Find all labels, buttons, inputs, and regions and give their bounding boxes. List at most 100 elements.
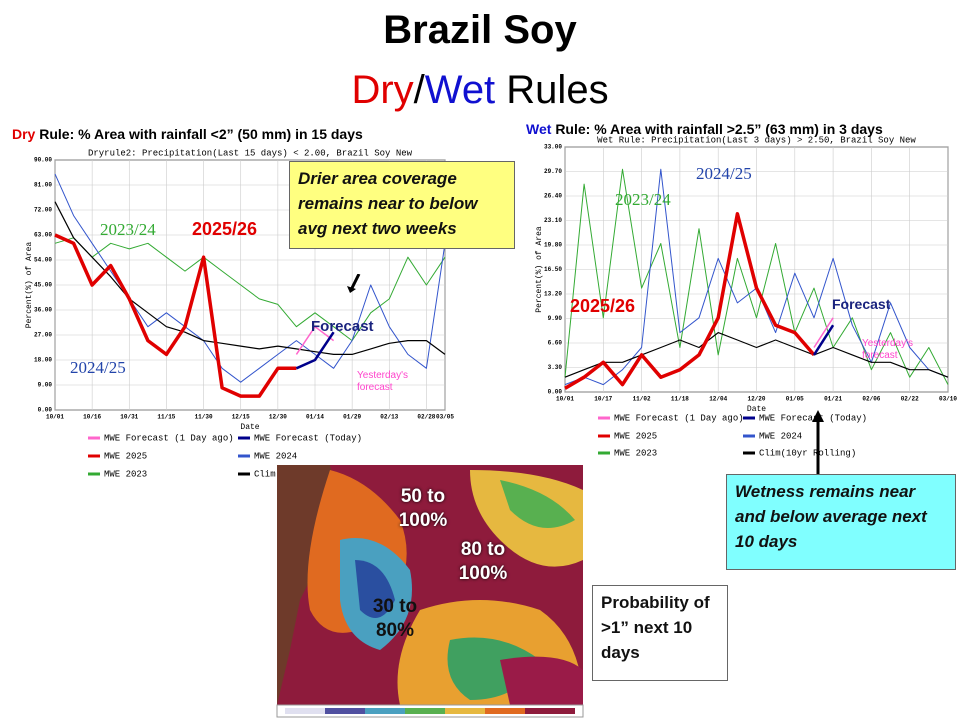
- dry-word: Dry: [12, 126, 36, 142]
- x-tick-label: 01/14: [306, 414, 324, 421]
- map-callout: Probability of >1” next 10 days: [592, 585, 728, 681]
- y-tick-label: 33.00: [544, 144, 562, 151]
- y-tick-label: 72.00: [34, 207, 52, 214]
- x-tick-label: 11/15: [157, 414, 175, 421]
- x-tick-label: 11/18: [671, 396, 689, 403]
- x-tick-label: 03/05: [436, 414, 454, 421]
- x-tick-label: 10/16: [83, 414, 101, 421]
- x-tick-label: 12/15: [232, 414, 250, 421]
- x-tick-label: 01/21: [824, 396, 842, 403]
- x-tick-label: 01/05: [786, 396, 804, 403]
- x-axis-label: Date: [240, 423, 259, 432]
- y-tick-label: 19.80: [544, 242, 562, 249]
- x-tick-label: 10/31: [120, 414, 138, 421]
- legend-label: MWE Forecast (1 Day ago): [614, 413, 744, 423]
- subtitle-sep: /: [413, 68, 425, 112]
- legend-label: Clim(10yr Rolling): [759, 448, 856, 458]
- subtitle-dry: Dry: [351, 68, 414, 112]
- x-tick-label: 02/22: [901, 396, 919, 403]
- annotation: 2025/26: [570, 296, 636, 316]
- annotation: Forecast: [311, 318, 374, 335]
- legend-label: MWE Forecast (Today): [759, 413, 867, 423]
- y-tick-label: 81.00: [34, 182, 52, 189]
- annotation: Yesterday's forecast: [862, 338, 914, 361]
- y-tick-label: 27.00: [34, 332, 52, 339]
- y-tick-label: 9.00: [38, 382, 53, 389]
- y-tick-label: 13.20: [544, 291, 562, 298]
- arrow: [812, 410, 824, 474]
- wet-rest: Rule: % Area with rainfall >2.5” (63 mm)…: [555, 121, 883, 137]
- chart-title: Dryrule2: Precipitation(Last 15 days) < …: [88, 148, 413, 158]
- y-axis-label: Percent(%) of Area: [25, 242, 34, 329]
- series-line: [295, 325, 335, 355]
- annotation: 2023/24: [100, 220, 156, 239]
- y-axis-label: Percent(%) of Area: [535, 226, 544, 313]
- x-tick-label: 11/02: [633, 396, 651, 403]
- y-tick-label: 90.00: [34, 157, 52, 164]
- legend-label: Clim(: [254, 469, 281, 479]
- annotation: 2024/25: [70, 358, 126, 377]
- series-line: [54, 233, 297, 398]
- legend-label: MWE 2024: [254, 451, 297, 461]
- y-tick-label: 0.00: [38, 407, 53, 414]
- series-line: [564, 168, 949, 385]
- x-tick-label: 10/17: [594, 396, 612, 403]
- map-label: 30 to 80%: [372, 596, 418, 641]
- legend-label: MWE 2025: [104, 451, 147, 461]
- annotation: 2023/24: [615, 190, 671, 209]
- x-tick-label: 03/10: [939, 396, 957, 403]
- x-tick-label: 12/20: [747, 396, 765, 403]
- series-line: [813, 317, 834, 348]
- y-tick-label: 26.40: [544, 193, 562, 200]
- map-label: 80 to 100%: [458, 539, 508, 584]
- legend-label: MWE 2025: [614, 431, 657, 441]
- y-tick-label: 23.10: [544, 217, 562, 224]
- x-tick-label: 12/04: [709, 396, 727, 403]
- slide-title: Brazil Soy: [383, 8, 577, 52]
- subtitle-rest: Rules: [506, 68, 609, 112]
- y-tick-label: 3.30: [548, 364, 563, 371]
- y-tick-label: 9.90: [548, 315, 563, 322]
- wet-heading: Wet Rule: % Area with rainfall >2.5” (63…: [526, 121, 883, 137]
- y-tick-label: 63.00: [34, 232, 52, 239]
- y-tick-label: 29.70: [544, 168, 562, 175]
- slide-subtitle: Dry/Wet Rules: [0, 68, 960, 113]
- annotation: Forecast: [832, 296, 891, 312]
- subtitle-wet: Wet: [424, 68, 496, 112]
- series-line: [812, 324, 835, 356]
- x-tick-label: 10/01: [556, 396, 574, 403]
- x-tick-label: 01/29: [343, 414, 361, 421]
- dry-rest: Rule: % Area with rainfall <2” (50 mm) i…: [39, 126, 363, 142]
- annotation: Yesterday's forecast: [357, 370, 409, 393]
- x-tick-label: 10/01: [46, 414, 64, 421]
- series-line: [564, 332, 949, 378]
- y-tick-label: 0.00: [548, 389, 563, 396]
- x-tick-label: 12/30: [269, 414, 287, 421]
- map: [276, 465, 584, 718]
- x-tick-label: 02/13: [380, 414, 398, 421]
- y-tick-label: 36.00: [34, 307, 52, 314]
- arrow: [347, 274, 361, 293]
- dry-callout: Drier area coverage remains near to belo…: [289, 161, 515, 249]
- legend-label: MWE 2024: [759, 431, 802, 441]
- x-axis-label: Date: [747, 405, 766, 414]
- series-line: [54, 201, 446, 355]
- y-tick-label: 54.00: [34, 257, 52, 264]
- chart-title: Wet Rule: Precipitation(Last 3 days) > 2…: [597, 135, 916, 145]
- x-tick-label: 02/28: [417, 414, 435, 421]
- y-tick-label: 45.00: [34, 282, 52, 289]
- annotation: 2024/25: [696, 164, 752, 183]
- legend-label: MWE 2023: [614, 448, 657, 458]
- dry-heading: Dry Rule: % Area with rainfall <2” (50 m…: [12, 126, 363, 142]
- series-line: [295, 331, 335, 370]
- x-tick-label: 11/30: [195, 414, 213, 421]
- wet-word: Wet: [526, 121, 552, 137]
- series-line: [564, 212, 816, 390]
- legend-label: MWE 2023: [104, 469, 147, 479]
- legend-label: MWE Forecast (Today): [254, 433, 362, 443]
- y-tick-label: 6.60: [548, 340, 563, 347]
- y-tick-label: 18.00: [34, 357, 52, 364]
- legend-label: MWE Forecast (1 Day ago): [104, 433, 234, 443]
